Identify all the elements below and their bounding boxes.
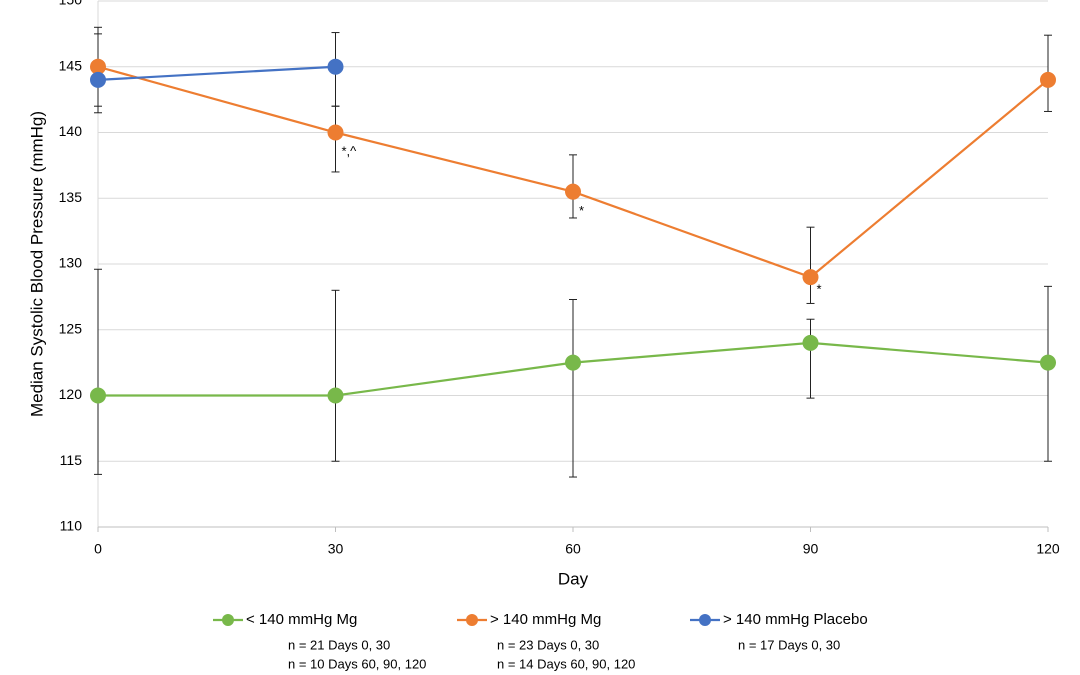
- data-point: [802, 269, 819, 286]
- data-point: [327, 58, 344, 75]
- data-point: [90, 58, 106, 75]
- y-tick-label: 150: [59, 0, 83, 8]
- y-axis-label: Median Systolic Blood Pressure (mmHg): [27, 111, 46, 417]
- legend-label: < 140 mmHg Mg: [246, 611, 357, 628]
- legend-note: n = 21 Days 0, 30: [288, 637, 390, 652]
- annotation: *: [579, 203, 584, 218]
- legend-marker: [699, 614, 711, 626]
- legend-note: n = 23 Days 0, 30: [497, 637, 599, 652]
- x-tick-label: 120: [1036, 541, 1060, 557]
- legend-note: n = 14 Days 60, 90, 120: [497, 656, 635, 671]
- data-point: [327, 124, 344, 141]
- y-tick-label: 115: [60, 452, 83, 468]
- annotation: *,^: [342, 144, 358, 159]
- data-point: [1040, 354, 1056, 371]
- legend-marker: [466, 614, 478, 626]
- data-point: [565, 354, 581, 371]
- y-tick-label: 125: [59, 320, 83, 336]
- series-line: [97, 65, 336, 81]
- x-tick-label: 0: [94, 541, 102, 557]
- data-point: [327, 387, 344, 404]
- annotation: *: [817, 282, 822, 297]
- data-point: [565, 183, 581, 200]
- data-point: [90, 387, 106, 404]
- y-tick-label: 140: [59, 123, 83, 139]
- legend-marker: [222, 614, 234, 626]
- x-tick-label: 90: [803, 541, 819, 557]
- legend-label: > 140 mmHg Placebo: [723, 611, 868, 628]
- data-point: [802, 334, 819, 351]
- x-tick-label: 60: [565, 541, 581, 557]
- y-tick-label: 120: [59, 386, 83, 402]
- legend-label: > 140 mmHg Mg: [490, 611, 601, 628]
- x-axis-label: Day: [558, 569, 589, 588]
- y-tick-label: 135: [59, 189, 83, 205]
- y-tick-label: 145: [59, 57, 83, 73]
- legend-note: n = 10 Days 60, 90, 120: [288, 656, 426, 671]
- y-tick-label: 110: [60, 518, 83, 534]
- x-tick-label: 30: [328, 541, 344, 557]
- y-tick-label: 130: [59, 255, 83, 271]
- legend-note: n = 17 Days 0, 30: [738, 637, 840, 652]
- data-point: [90, 71, 106, 88]
- data-point: [1040, 71, 1056, 88]
